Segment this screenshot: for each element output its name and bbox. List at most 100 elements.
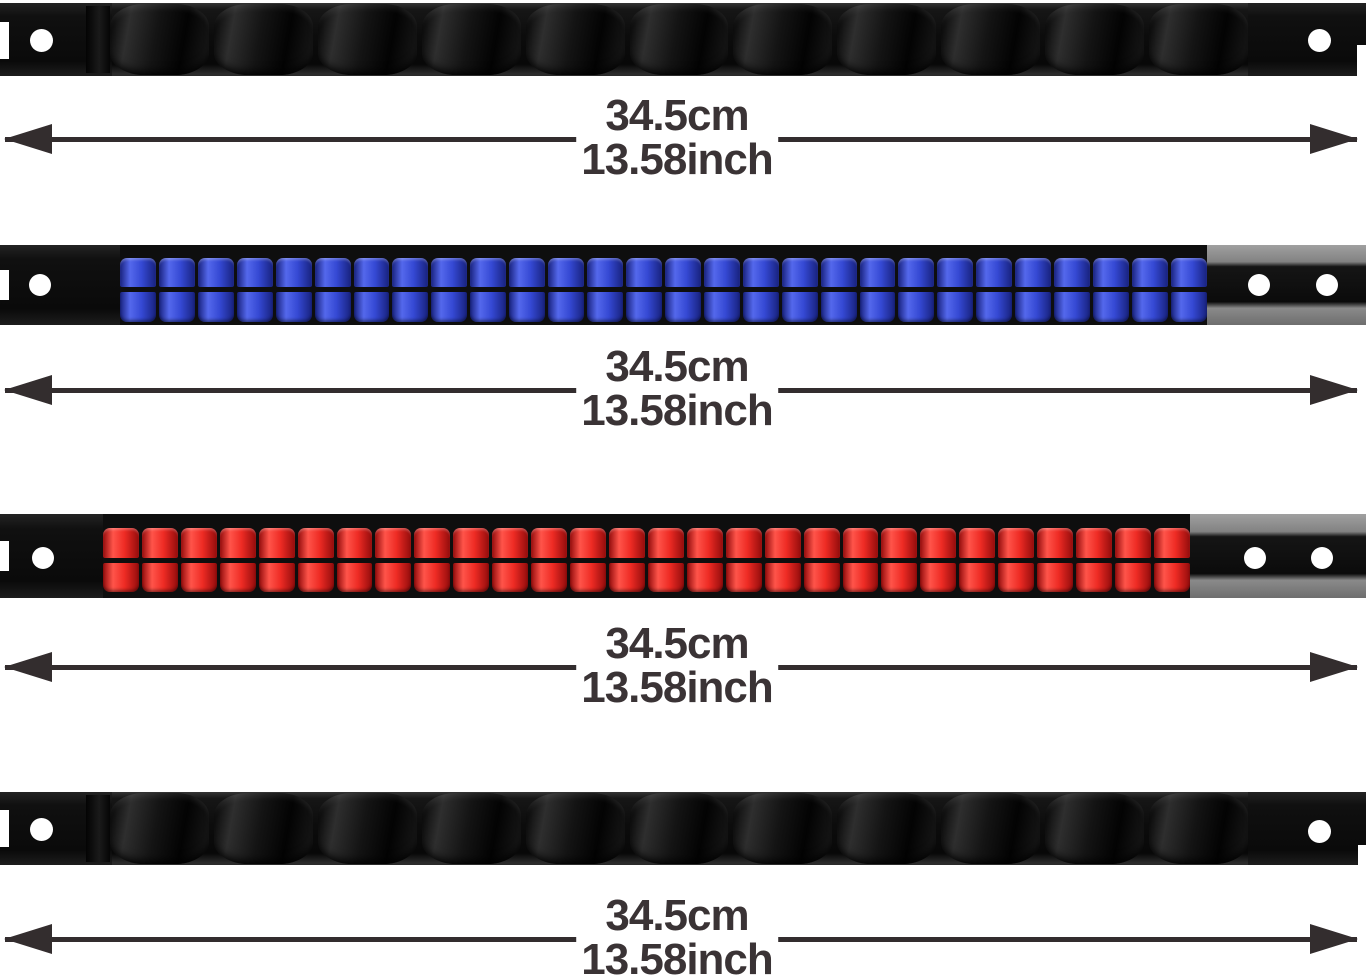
socket-clip [837, 793, 937, 864]
mounting-hole [1311, 547, 1333, 569]
socket-clip [158, 258, 195, 287]
socket-clip [1054, 258, 1091, 287]
socket-clip [525, 793, 625, 864]
socket-clip [629, 4, 729, 75]
socket-clip [1149, 793, 1248, 864]
socket-clip [629, 793, 729, 864]
socket-clip-row-top [120, 258, 1207, 287]
arrow-right-icon [1310, 924, 1358, 954]
socket-clip [431, 292, 468, 322]
socket-clip [509, 292, 546, 322]
socket-clip-strip [110, 793, 1248, 864]
socket-clip [1076, 563, 1112, 592]
socket-clip [1114, 528, 1151, 558]
socket-clip [587, 292, 623, 322]
dimension-labels: 34.5cm 13.58inch [576, 894, 778, 976]
socket-clip [414, 528, 451, 558]
socket-clip [353, 292, 390, 322]
socket-clip [141, 528, 178, 558]
mounting-hole [30, 818, 53, 841]
socket-clip [236, 258, 273, 287]
socket-clip [317, 4, 417, 75]
socket-clip [725, 563, 762, 592]
socket-clip [414, 563, 451, 592]
socket-clip [180, 563, 217, 592]
socket-clip [110, 793, 209, 864]
dimension-labels: 34.5cm 13.58inch [576, 345, 778, 433]
socket-clip [959, 563, 996, 592]
socket-clip [317, 793, 417, 864]
dimension-value-inch: 13.58inch [581, 663, 774, 712]
socket-clip [314, 292, 351, 322]
socket-clip [959, 528, 996, 558]
socket-clip [587, 258, 623, 287]
socket-clip [803, 563, 840, 592]
socket-clip [937, 258, 974, 287]
arrow-left-icon [4, 124, 52, 154]
dimension-value-inch: 13.58inch [581, 135, 774, 184]
socket-clip [258, 563, 295, 592]
socket-clip [1149, 4, 1248, 75]
socket-clip [781, 292, 818, 322]
socket-clip [764, 563, 801, 592]
socket-rail-red [0, 514, 1366, 598]
socket-clip [219, 563, 256, 592]
mounting-hole [1308, 29, 1331, 52]
socket-clip [1170, 292, 1207, 322]
rail-end-cap-left [0, 245, 120, 325]
socket-clip [742, 258, 779, 287]
socket-clip [859, 258, 896, 287]
socket-clip [236, 292, 273, 322]
socket-clip [1076, 528, 1112, 558]
socket-clip [820, 258, 857, 287]
rail-end-section-right [1207, 245, 1366, 325]
socket-clip [976, 258, 1013, 287]
mounting-hole [29, 274, 51, 296]
mounting-notch [1357, 45, 1366, 76]
socket-clip [570, 563, 606, 592]
socket-clip [120, 258, 156, 287]
mounting-notch [0, 22, 9, 59]
socket-clip-strip [110, 4, 1248, 75]
socket-clip [976, 292, 1013, 322]
arrow-left-icon [4, 375, 52, 405]
socket-clip [453, 528, 490, 558]
socket-clip [1054, 292, 1091, 322]
socket-clip [1114, 563, 1151, 592]
socket-clip [392, 258, 429, 287]
socket-clip [421, 793, 521, 864]
socket-clip [742, 292, 779, 322]
socket-clip [837, 4, 937, 75]
socket-clip [998, 528, 1035, 558]
socket-clip [453, 563, 490, 592]
dimension-labels: 34.5cm 13.58inch [576, 622, 778, 710]
socket-clip [898, 258, 935, 287]
socket-clip [937, 292, 974, 322]
mounting-notch [0, 270, 9, 300]
mounting-hole [1244, 547, 1266, 569]
socket-clip [336, 528, 373, 558]
socket-clip [103, 528, 139, 558]
socket-clip [703, 258, 740, 287]
socket-rail-black-top [0, 3, 1366, 76]
socket-rail-blue [0, 245, 1366, 325]
dimension-value-cm: 34.5cm [605, 891, 749, 940]
socket-clip [608, 563, 645, 592]
socket-clip [197, 292, 234, 322]
mounting-hole [32, 547, 54, 569]
socket-clip [421, 4, 521, 75]
socket-clip [548, 292, 585, 322]
mounting-notch [0, 810, 9, 847]
socket-clip [375, 563, 412, 592]
socket-clip [664, 292, 701, 322]
socket-clip [1037, 563, 1074, 592]
socket-clip [548, 258, 585, 287]
socket-clip [733, 4, 833, 75]
socket-clip [1131, 292, 1168, 322]
socket-clip [531, 528, 568, 558]
socket-clip [820, 292, 857, 322]
socket-clip [898, 292, 935, 322]
socket-clip [1015, 258, 1052, 287]
socket-clip [842, 528, 879, 558]
socket-clip [1153, 563, 1190, 592]
